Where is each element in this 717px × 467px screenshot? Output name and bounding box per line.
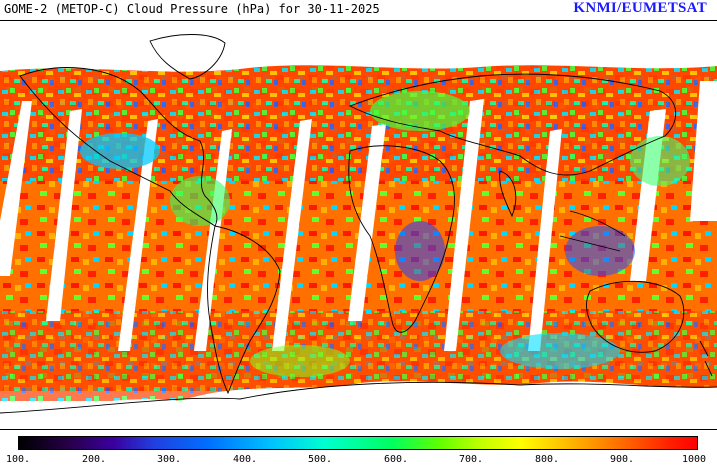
colorbar-ticks: 100. 200. 300. 400. 500. 600. 700. 800. …	[0, 452, 717, 466]
cloud-patches	[80, 91, 690, 377]
map-canvas	[0, 21, 717, 429]
tick-label: 900.	[609, 454, 635, 465]
cloud-pressure-map	[0, 20, 717, 430]
tick-label: 600.	[383, 454, 409, 465]
tick-label: 100.	[5, 454, 31, 465]
tick-label: 400.	[232, 454, 258, 465]
tick-label: 200.	[81, 454, 107, 465]
tick-label: 300.	[156, 454, 182, 465]
tick-label: 500.	[307, 454, 333, 465]
colorbar	[18, 436, 698, 450]
credit-label: KNMI/EUMETSAT	[573, 0, 707, 16]
north-polar-gap	[0, 21, 717, 72]
tick-label: 700.	[458, 454, 484, 465]
tick-label: 800.	[534, 454, 560, 465]
tick-label: 1000	[681, 454, 707, 465]
map-title: GOME-2 (METOP-C) Cloud Pressure (hPa) fo…	[4, 2, 380, 16]
coastlines	[0, 34, 717, 414]
south-polar-gap	[0, 381, 717, 429]
